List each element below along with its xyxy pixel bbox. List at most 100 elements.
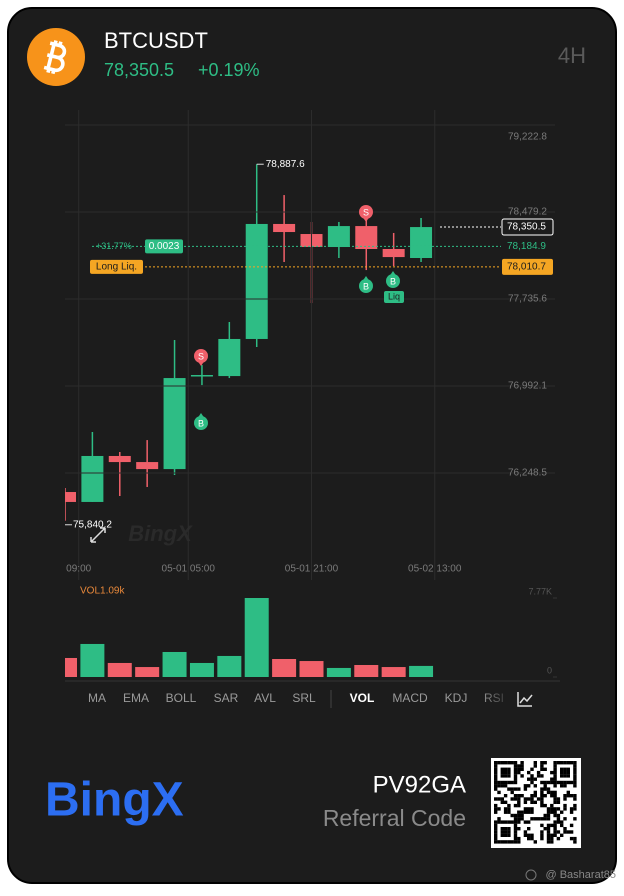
volume-bar bbox=[189, 662, 214, 677]
qr-module bbox=[540, 780, 544, 785]
qr-module bbox=[533, 764, 537, 768]
qr-module bbox=[573, 774, 577, 778]
liq-tag-label: Liq bbox=[388, 291, 400, 301]
qr-module bbox=[523, 807, 528, 811]
price-tag bbox=[502, 238, 553, 255]
qr-module bbox=[513, 827, 518, 831]
expand-icon[interactable] bbox=[90, 527, 106, 543]
qr-module bbox=[553, 774, 557, 778]
qr-module bbox=[556, 817, 561, 821]
qr-module bbox=[507, 827, 511, 831]
indicator-tab[interactable]: BOLL bbox=[166, 691, 197, 705]
qr-module bbox=[517, 820, 521, 824]
qr-module bbox=[494, 767, 498, 771]
trade-marker bbox=[194, 416, 208, 430]
qr-module bbox=[543, 780, 547, 785]
qr-module bbox=[553, 810, 557, 814]
qr-module bbox=[560, 810, 564, 814]
qr-module bbox=[550, 790, 554, 795]
qr-module bbox=[494, 774, 498, 778]
brand-logo: BingX bbox=[45, 774, 184, 827]
qr-module bbox=[556, 800, 561, 804]
qr-module bbox=[510, 820, 514, 824]
price-tag-label: 78,010.7 bbox=[507, 261, 546, 272]
qr-module bbox=[553, 833, 557, 837]
qr-module bbox=[513, 770, 518, 775]
qr-module bbox=[533, 777, 537, 781]
qr-module bbox=[510, 787, 514, 791]
qr-module bbox=[543, 794, 547, 798]
qr-module bbox=[540, 767, 544, 771]
price-tag-label: 78,184.9 bbox=[507, 241, 546, 252]
indicator-tab[interactable]: SRL bbox=[292, 691, 316, 705]
qr-module bbox=[527, 833, 531, 837]
volume-bars bbox=[65, 598, 434, 677]
qr-module bbox=[530, 807, 534, 811]
qr-module bbox=[560, 770, 564, 775]
candle-body bbox=[245, 223, 268, 339]
qr-module bbox=[513, 797, 518, 801]
qr-module bbox=[540, 817, 544, 821]
qr-module bbox=[513, 794, 518, 798]
qr-module bbox=[494, 797, 498, 801]
qr-module bbox=[546, 787, 551, 791]
qr-module bbox=[573, 780, 577, 785]
qr-module bbox=[500, 827, 504, 831]
qr-module bbox=[573, 797, 577, 801]
qr-module bbox=[573, 803, 577, 808]
candle-body bbox=[136, 462, 159, 470]
sub-indicator-tab[interactable]: VOL bbox=[350, 691, 375, 705]
volume-bar bbox=[244, 598, 269, 677]
sub-indicator-tab[interactable]: MACD bbox=[392, 691, 428, 705]
qr-module bbox=[513, 836, 518, 841]
qr-module bbox=[503, 784, 508, 788]
x-tick-label: 05-01 05:00 bbox=[162, 564, 216, 575]
chart-icon[interactable] bbox=[517, 692, 533, 707]
qr-module bbox=[566, 770, 570, 775]
qr-module bbox=[553, 764, 557, 768]
qr-module bbox=[520, 767, 524, 771]
qr-module bbox=[530, 774, 534, 778]
indicator-tab[interactable]: EMA bbox=[123, 691, 149, 705]
qr-module bbox=[517, 770, 521, 775]
qr-module bbox=[500, 830, 504, 834]
indicator-tab[interactable]: MA bbox=[88, 691, 106, 705]
qr-module bbox=[533, 794, 537, 798]
qr-module bbox=[517, 803, 521, 808]
qr-module bbox=[540, 830, 544, 834]
qr-module bbox=[527, 797, 531, 801]
sub-indicator-tab[interactable]: KDJ bbox=[445, 691, 468, 705]
qr-module bbox=[497, 790, 501, 795]
qr-module bbox=[517, 794, 521, 798]
referral-label: Referral Code bbox=[323, 805, 466, 831]
indicator-tab[interactable]: SAR bbox=[214, 691, 239, 705]
price-tag bbox=[501, 218, 554, 236]
liq-tag bbox=[384, 291, 404, 303]
qr-module bbox=[540, 774, 544, 778]
qr-module bbox=[550, 777, 554, 781]
qr-module bbox=[560, 767, 564, 771]
qr-module bbox=[550, 840, 554, 844]
qr-module bbox=[543, 761, 547, 765]
qr-module bbox=[573, 794, 577, 798]
qr-module bbox=[560, 784, 564, 788]
qr-module bbox=[553, 830, 557, 834]
qr-module bbox=[503, 830, 508, 834]
trade-marker-label: S bbox=[198, 351, 204, 361]
candle-body bbox=[355, 226, 378, 249]
qr-module bbox=[513, 830, 518, 834]
volume-bar bbox=[162, 651, 187, 677]
qr-module bbox=[546, 780, 551, 785]
qr-module bbox=[546, 840, 551, 844]
qr-module bbox=[550, 807, 554, 811]
volume-title: VOL1.09k bbox=[80, 586, 125, 597]
qr-module bbox=[517, 800, 521, 804]
qr-module bbox=[556, 761, 561, 765]
qr-module bbox=[510, 813, 514, 818]
pnl-label: +31.77% bbox=[96, 241, 132, 251]
indicator-tab[interactable]: AVL bbox=[254, 691, 276, 705]
qr-module bbox=[550, 823, 554, 828]
qr-module bbox=[546, 836, 551, 841]
